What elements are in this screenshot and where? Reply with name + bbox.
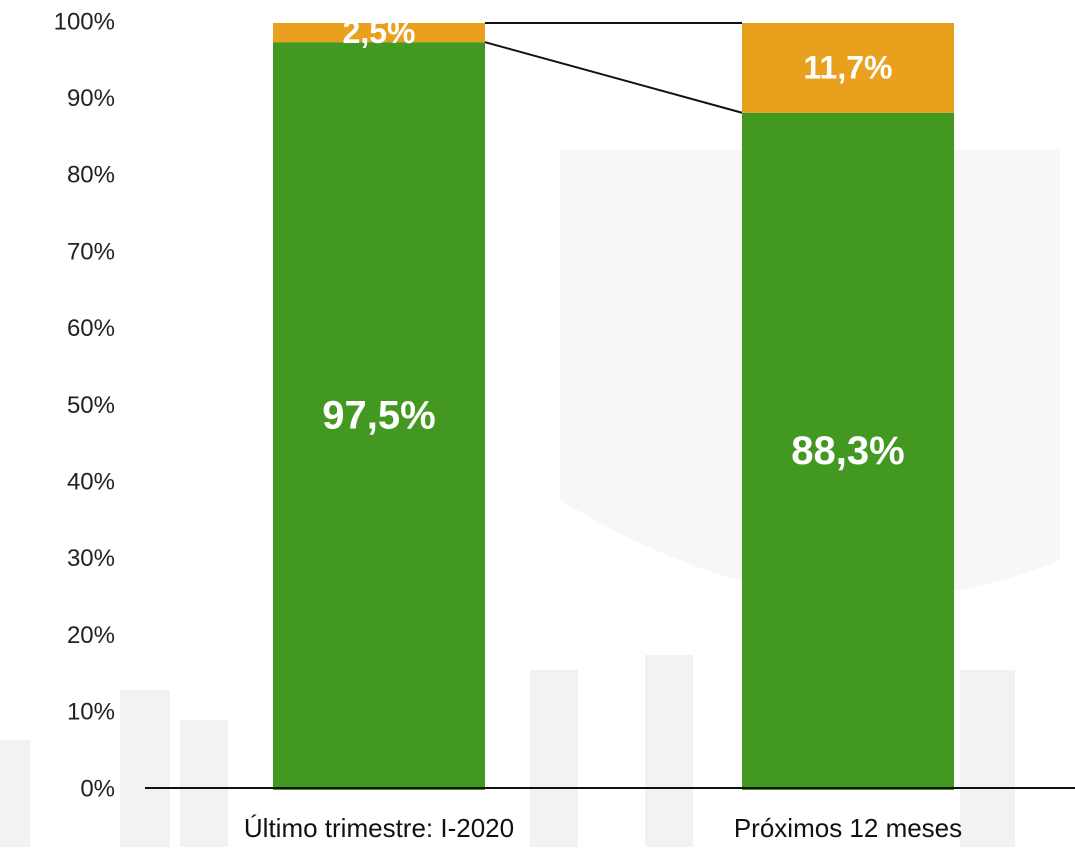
bar-segment: [273, 23, 485, 43]
y-tick-label: 100%: [54, 8, 115, 35]
y-tick-label: 60%: [67, 315, 115, 342]
y-tick-label: 0%: [80, 775, 115, 802]
connector-line: [484, 41, 743, 114]
data-label: 2,5%: [343, 14, 416, 50]
y-tick-label: 50%: [67, 392, 115, 419]
x-tick-label: Próximos 12 meses: [734, 813, 962, 843]
data-label: 97,5%: [322, 394, 435, 438]
data-label: 88,3%: [791, 429, 904, 473]
bar-segment: [273, 42, 485, 791]
data-label: 11,7%: [804, 49, 893, 85]
x-tick-label: Último trimestre: I-2020: [244, 813, 514, 843]
y-tick-label: 20%: [67, 622, 115, 649]
y-tick-label: 70%: [67, 238, 115, 265]
bar-segment: [742, 23, 954, 113]
y-tick-label: 40%: [67, 469, 115, 496]
y-tick-label: 80%: [67, 162, 115, 189]
bar-segment: [742, 112, 954, 790]
y-tick-label: 10%: [67, 699, 115, 726]
y-tick-label: 30%: [67, 545, 115, 572]
y-tick-label: 90%: [67, 85, 115, 112]
